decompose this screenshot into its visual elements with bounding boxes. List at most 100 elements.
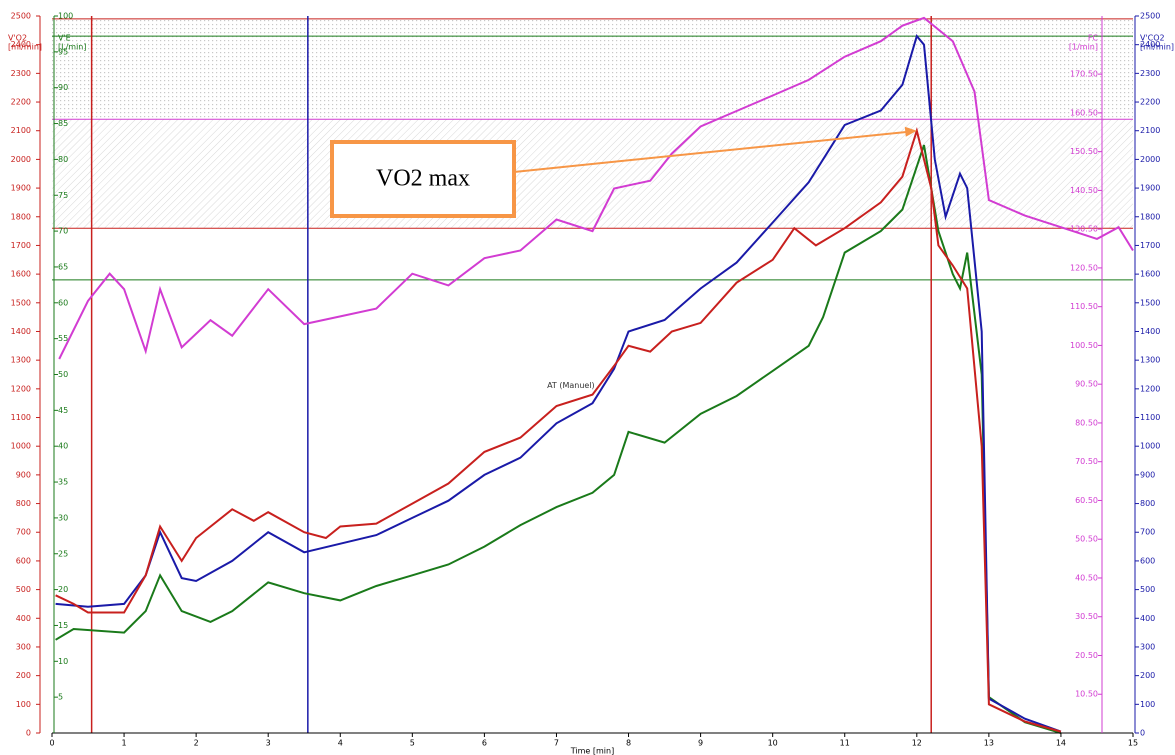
y-tick-label: 15: [58, 621, 68, 630]
y-tick-label: 0: [1140, 729, 1145, 738]
y-tick-label: 1800: [11, 212, 31, 221]
y-tick-label: 20: [58, 585, 68, 594]
y-axis-title: V'E: [58, 34, 71, 43]
y-tick-label: 2300: [1140, 69, 1160, 78]
band: [52, 18, 1133, 120]
y-axis-title: [ml/min]: [1140, 43, 1174, 52]
y-tick-label: 600: [16, 556, 31, 565]
data-line: [55, 34, 1062, 733]
y-tick-label: 160.50: [1070, 108, 1098, 117]
y-tick-label: 150.50: [1070, 147, 1098, 156]
x-tick-label: 0: [49, 739, 54, 748]
y-tick-label: 25: [58, 549, 68, 558]
x-tick-label: 4: [338, 739, 343, 748]
y-tick-label: 100: [1140, 700, 1155, 709]
y-tick-label: 1600: [1140, 270, 1160, 279]
y-tick-label: 80.50: [1075, 418, 1098, 427]
y-tick-label: 170.50: [1070, 70, 1098, 79]
y-tick-label: 80: [58, 155, 68, 164]
y-axis-title: [1/min]: [1069, 43, 1098, 52]
y-tick-label: 300: [1140, 642, 1155, 651]
y-tick-label: 95: [58, 47, 68, 56]
y-tick-label: 90.50: [1075, 380, 1098, 389]
y-tick-label: 2100: [11, 126, 31, 135]
data-line: [55, 144, 1062, 734]
x-tick-label: 11: [840, 739, 850, 748]
y-axis-title: V'CO2: [1140, 34, 1165, 43]
y-tick-label: 300: [16, 642, 31, 651]
y-tick-label: 20.50: [1075, 651, 1098, 660]
y-tick-label: 85: [58, 119, 68, 128]
x-tick-label: 6: [482, 739, 487, 748]
y-tick-label: 2000: [1140, 155, 1160, 164]
y-tick-label: 2200: [1140, 98, 1160, 107]
y-tick-label: 60.50: [1075, 496, 1098, 505]
y-tick-label: 1700: [11, 241, 31, 250]
y-tick-label: 70.50: [1075, 457, 1098, 466]
x-tick-label: 12: [912, 739, 922, 748]
x-tick-label: 15: [1128, 739, 1138, 748]
y-tick-label: 700: [1140, 528, 1155, 537]
x-tick-label: 5: [410, 739, 415, 748]
y-tick-label: 1900: [1140, 184, 1160, 193]
y-tick-label: 1300: [11, 356, 31, 365]
data-line: [58, 16, 1134, 360]
y-axis-title: [ml/min]: [8, 43, 42, 52]
x-tick-label: 8: [626, 739, 631, 748]
y-tick-label: 2400: [11, 40, 31, 49]
y-tick-label: 800: [1140, 499, 1155, 508]
y-tick-label: 1200: [1140, 384, 1160, 393]
y-tick-label: 700: [16, 528, 31, 537]
y-tick-label: 2100: [1140, 126, 1160, 135]
y-tick-label: 10: [58, 657, 68, 666]
y-tick-label: 1500: [1140, 298, 1160, 307]
x-tick-label: 13: [984, 739, 994, 748]
x-tick-label: 9: [698, 739, 703, 748]
y-tick-label: 1000: [11, 442, 31, 451]
y-tick-label: 600: [1140, 556, 1155, 565]
annotation: AT (Manuel): [547, 381, 595, 390]
y-tick-label: 2200: [11, 98, 31, 107]
y-tick-label: 1100: [11, 413, 31, 422]
y-tick-label: 70: [58, 227, 68, 236]
y-tick-label: 2500: [11, 12, 31, 21]
y-tick-label: 60: [58, 298, 68, 307]
y-tick-label: 140.50: [1070, 186, 1098, 195]
y-tick-label: 2000: [11, 155, 31, 164]
y-tick-label: 1300: [1140, 356, 1160, 365]
y-axis-title: FC: [1088, 34, 1099, 43]
x-tick-label: 3: [266, 739, 271, 748]
y-tick-label: 400: [1140, 614, 1155, 623]
y-tick-label: 45: [58, 406, 68, 415]
y-tick-label: 40: [58, 442, 68, 451]
y-tick-label: 1200: [11, 384, 31, 393]
y-tick-label: 10.50: [1075, 690, 1098, 699]
y-tick-label: 1400: [11, 327, 31, 336]
y-tick-label: 500: [1140, 585, 1155, 594]
y-tick-label: 65: [58, 262, 68, 271]
y-tick-label: 75: [58, 191, 68, 200]
y-tick-label: 130.50: [1070, 225, 1098, 234]
y-tick-label: 500: [16, 585, 31, 594]
band: [52, 119, 1133, 229]
y-tick-label: 35: [58, 478, 68, 487]
y-tick-label: 30.50: [1075, 612, 1098, 621]
y-tick-label: 100: [58, 12, 73, 21]
annotation-text: VO2 max: [376, 166, 470, 192]
y-tick-label: 1800: [1140, 212, 1160, 221]
y-tick-label: 1000: [1140, 442, 1160, 451]
y-tick-label: 2400: [1140, 40, 1160, 49]
y-tick-label: 50: [58, 370, 68, 379]
annotation-arrow: [513, 130, 909, 173]
y-tick-label: 0: [26, 729, 31, 738]
x-tick-label: 10: [768, 739, 778, 748]
y-tick-label: 1500: [11, 298, 31, 307]
y-tick-label: 1600: [11, 270, 31, 279]
y-tick-label: 100: [16, 700, 31, 709]
y-tick-label: 1400: [1140, 327, 1160, 336]
y-tick-label: 110.50: [1070, 302, 1098, 311]
y-tick-label: 100.50: [1070, 341, 1098, 350]
y-tick-label: 40.50: [1075, 573, 1098, 582]
y-axis-title: [L/min]: [58, 43, 86, 52]
y-tick-label: 900: [1140, 470, 1155, 479]
